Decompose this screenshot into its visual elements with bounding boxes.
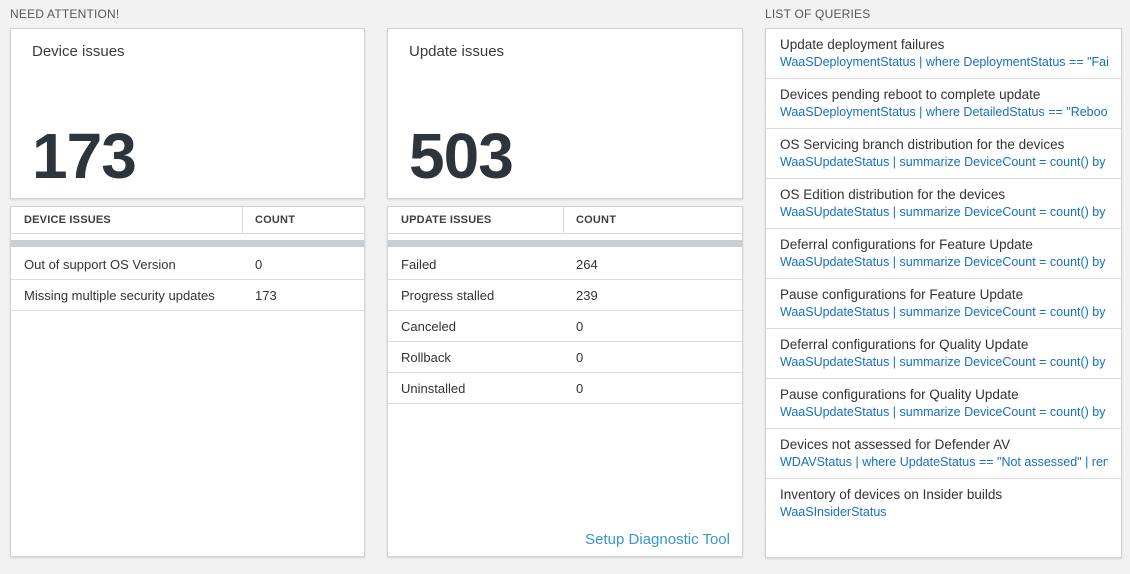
table-row[interactable]: Rollback 0 <box>388 342 742 373</box>
query-list-item[interactable]: Deferral configurations for Quality Upda… <box>766 329 1121 379</box>
update-issues-table: UPDATE ISSUES COUNT Failed 264 Progress … <box>387 206 743 557</box>
issue-count: 0 <box>255 256 263 272</box>
query-list-item[interactable]: OS Servicing branch distribution for the… <box>766 129 1121 179</box>
issue-count: 0 <box>576 380 584 396</box>
issue-count: 0 <box>576 318 584 334</box>
query-list-item[interactable]: Pause configurations for Quality Update … <box>766 379 1121 429</box>
device-issues-column-header: DEVICE ISSUES <box>11 207 243 233</box>
horizontal-scrollbar[interactable] <box>11 240 364 247</box>
query-list-item[interactable]: Devices pending reboot to complete updat… <box>766 79 1121 129</box>
issue-count: 239 <box>576 287 598 303</box>
table-row[interactable]: Missing multiple security updates 173 <box>11 280 364 311</box>
issue-count: 264 <box>576 256 598 272</box>
update-issues-column-header: UPDATE ISSUES <box>388 207 564 233</box>
issue-label: Canceled <box>401 318 456 334</box>
update-issues-section: Update issues 503 UPDATE ISSUES COUNT Fa… <box>387 0 743 557</box>
issue-label: Failed <box>401 256 437 272</box>
query-list-item[interactable]: Devices not assessed for Defender AV WDA… <box>766 429 1121 479</box>
query-text-link: WDAVStatus | where UpdateStatus == "Not … <box>780 455 1108 469</box>
device-issues-count: 173 <box>32 120 137 193</box>
query-title: Devices not assessed for Defender AV <box>780 437 1011 452</box>
device-issues-tile[interactable]: Device issues 173 <box>10 28 365 199</box>
count-column-header: COUNT <box>576 214 617 226</box>
header-spacer <box>387 0 743 28</box>
list-of-queries-section: LIST OF QUERIES Update deployment failur… <box>765 0 1122 558</box>
update-issues-count: 503 <box>409 120 514 193</box>
query-title: Update deployment failures <box>780 37 945 52</box>
update-issues-table-header: UPDATE ISSUES COUNT <box>388 207 742 234</box>
query-text-link: WaaSUpdateStatus | summarize DeviceCount… <box>780 405 1108 419</box>
query-title: Pause configurations for Quality Update <box>780 387 1019 402</box>
device-issues-title: Device issues <box>32 43 125 60</box>
device-issues-table-header: DEVICE ISSUES COUNT <box>11 207 364 234</box>
update-issues-title: Update issues <box>409 43 505 60</box>
query-text-link: WaaSUpdateStatus | summarize DeviceCount… <box>780 305 1108 319</box>
query-text-link: WaaSUpdateStatus | summarize DeviceCount… <box>780 355 1108 369</box>
table-row[interactable]: Progress stalled 239 <box>388 280 742 311</box>
query-list-item[interactable]: Deferral configurations for Feature Upda… <box>766 229 1121 279</box>
issue-count: 0 <box>576 349 584 365</box>
query-text-link: WaaSDeploymentStatus | where DetailedSta… <box>780 105 1108 119</box>
table-row[interactable]: Canceled 0 <box>388 311 742 342</box>
list-of-queries-header: LIST OF QUERIES <box>765 7 871 21</box>
table-row[interactable]: Failed 264 <box>388 249 742 280</box>
issue-count: 173 <box>255 287 277 303</box>
table-row[interactable]: Out of support OS Version 0 <box>11 249 364 280</box>
issue-label: Uninstalled <box>401 380 466 396</box>
query-text-link: WaaSUpdateStatus | summarize DeviceCount… <box>780 155 1108 169</box>
query-text-link: WaaSUpdateStatus | summarize DeviceCount… <box>780 205 1108 219</box>
query-title: Devices pending reboot to complete updat… <box>780 87 1041 102</box>
query-title: Deferral configurations for Feature Upda… <box>780 237 1033 252</box>
device-issues-rows: Out of support OS Version 0 Missing mult… <box>11 249 364 311</box>
horizontal-scrollbar[interactable] <box>388 240 742 247</box>
query-list-item[interactable]: Update deployment failures WaaSDeploymen… <box>766 29 1121 79</box>
query-title: OS Servicing branch distribution for the… <box>780 137 1065 152</box>
setup-diagnostic-tool-link[interactable]: Setup Diagnostic Tool <box>585 531 730 548</box>
update-issues-tile[interactable]: Update issues 503 <box>387 28 743 199</box>
device-issues-table: DEVICE ISSUES COUNT Out of support OS Ve… <box>10 206 365 557</box>
need-attention-section: NEED ATTENTION! Device issues 173 DEVICE… <box>10 0 365 557</box>
query-list: Update deployment failures WaaSDeploymen… <box>765 28 1122 558</box>
query-text-link: WaaSDeploymentStatus | where DeploymentS… <box>780 55 1108 69</box>
query-list-item[interactable]: Pause configurations for Feature Update … <box>766 279 1121 329</box>
query-list-item[interactable]: OS Edition distribution for the devices … <box>766 179 1121 229</box>
query-text-link: WaaSInsiderStatus <box>780 505 887 519</box>
query-title: OS Edition distribution for the devices <box>780 187 1006 202</box>
update-issues-rows: Failed 264 Progress stalled 239 Canceled… <box>388 249 742 404</box>
issue-label: Progress stalled <box>401 287 495 303</box>
query-title: Pause configurations for Feature Update <box>780 287 1024 302</box>
query-title: Inventory of devices on Insider builds <box>780 487 1003 502</box>
query-text-link: WaaSUpdateStatus | summarize DeviceCount… <box>780 255 1108 269</box>
issue-label: Missing multiple security updates <box>24 287 215 303</box>
need-attention-header: NEED ATTENTION! <box>10 7 120 21</box>
count-column-header: COUNT <box>255 214 296 226</box>
issue-label: Out of support OS Version <box>24 256 176 272</box>
table-row[interactable]: Uninstalled 0 <box>388 373 742 404</box>
query-title: Deferral configurations for Quality Upda… <box>780 337 1029 352</box>
query-list-item[interactable]: Inventory of devices on Insider builds W… <box>766 479 1121 528</box>
issue-label: Rollback <box>401 349 451 365</box>
